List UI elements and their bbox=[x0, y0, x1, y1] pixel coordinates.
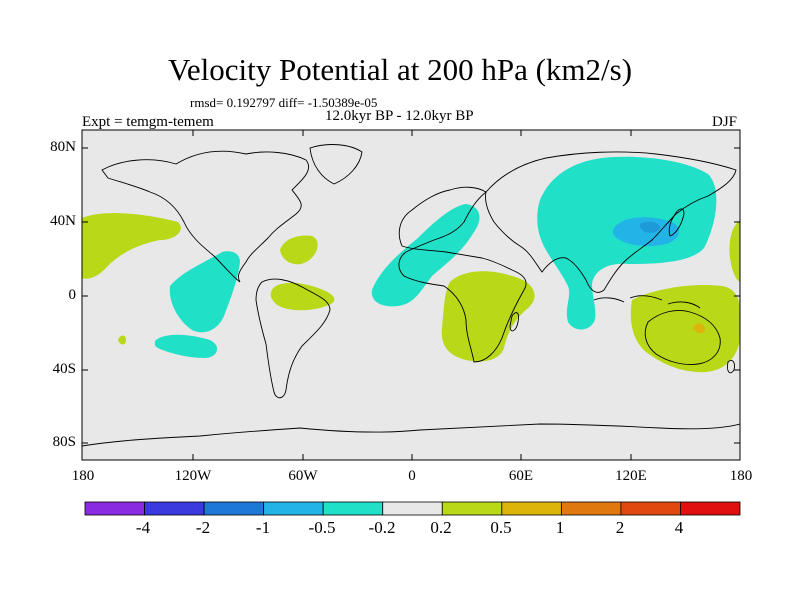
period-label: 12.0kyr BP - 12.0kyr BP bbox=[325, 108, 474, 124]
colorbar-swatch bbox=[501, 501, 562, 516]
x-tick-120e: 120E bbox=[615, 468, 647, 484]
chart-title: Velocity Potential at 200 hPa (km2/s) bbox=[167, 52, 633, 87]
colorbar-swatch bbox=[620, 501, 681, 516]
colorbar-label: -4 bbox=[135, 518, 151, 537]
contour-pos-australia-core bbox=[693, 323, 706, 334]
colorbar-label: -2 bbox=[195, 518, 211, 537]
stats-line: rmsd= 0.192797 diff= -1.50389e-05 bbox=[190, 95, 378, 110]
contour-pos-east-pacific-edge bbox=[729, 220, 740, 282]
coast-south-america bbox=[255, 278, 331, 399]
contour-pos-south-pacific-small bbox=[118, 335, 126, 345]
x-tick-0: 0 bbox=[408, 468, 416, 484]
colorbar-label: -0.5 bbox=[308, 518, 336, 537]
colorbar-label: 4 bbox=[674, 518, 684, 537]
x-tick-180e: 180 bbox=[729, 468, 753, 484]
coast-madagascar bbox=[509, 312, 519, 332]
season-label: DJF bbox=[712, 114, 738, 130]
y-tick-80s: 80S bbox=[52, 434, 76, 450]
x-tick-180w: 180 bbox=[71, 468, 95, 484]
colorbar bbox=[84, 501, 741, 516]
coast-australia bbox=[644, 310, 721, 365]
contour-neg-east-pacific bbox=[169, 251, 240, 333]
coast-antarctica bbox=[82, 423, 740, 447]
velocity-potential-field bbox=[82, 144, 740, 447]
colorbar-label: 0.2 bbox=[430, 518, 452, 537]
coast-north-america bbox=[101, 150, 310, 283]
experiment-label: Expt = temgm-temem bbox=[82, 114, 214, 130]
coast-greenland bbox=[309, 144, 363, 185]
colorbar-label: -0.2 bbox=[368, 518, 396, 537]
colorbar-swatch bbox=[441, 501, 503, 516]
contour-pos-caribbean bbox=[280, 235, 318, 265]
coast-indonesia bbox=[593, 295, 701, 309]
colorbar-swatch bbox=[560, 501, 622, 516]
colorbar-label: 2 bbox=[615, 518, 625, 537]
contour-neg-southeast-pacific bbox=[154, 334, 218, 358]
contour-neg-asia bbox=[537, 156, 717, 330]
colorbar-swatch bbox=[382, 501, 443, 516]
contour-pos-africa bbox=[441, 271, 535, 362]
colorbar-swatch bbox=[84, 501, 145, 516]
colorbar-label: 0.5 bbox=[490, 518, 512, 537]
colorbar-label: -1 bbox=[255, 518, 271, 537]
contour-neg-atlantic bbox=[371, 204, 480, 307]
contour-pos-north-pacific bbox=[82, 213, 181, 279]
coast-europe-africa bbox=[398, 186, 527, 363]
coast-japan bbox=[668, 208, 685, 237]
y-tick-40s: 40S bbox=[52, 361, 76, 377]
axis-ticks bbox=[82, 130, 740, 460]
coastlines bbox=[82, 144, 740, 447]
map-frame bbox=[81, 129, 741, 461]
colorbar-label: 1 bbox=[555, 518, 565, 537]
x-tick-60e: 60E bbox=[508, 468, 534, 484]
coast-asia bbox=[485, 151, 737, 293]
y-tick-40n: 40N bbox=[50, 213, 76, 229]
contour-pos-australia bbox=[630, 284, 740, 373]
colorbar-swatch bbox=[322, 501, 384, 516]
y-tick-0: 0 bbox=[68, 287, 77, 303]
contour-pos-south-america bbox=[270, 282, 335, 311]
x-tick-120w: 120W bbox=[174, 468, 212, 484]
colorbar-swatch bbox=[203, 501, 265, 516]
x-tick-60w: 60W bbox=[288, 468, 318, 484]
colorbar-swatch bbox=[680, 501, 741, 516]
contour-neg-east-asia-inner bbox=[639, 221, 660, 233]
colorbar-swatch bbox=[263, 501, 324, 516]
colorbar-swatch bbox=[144, 501, 205, 516]
y-tick-80n: 80N bbox=[50, 139, 76, 155]
